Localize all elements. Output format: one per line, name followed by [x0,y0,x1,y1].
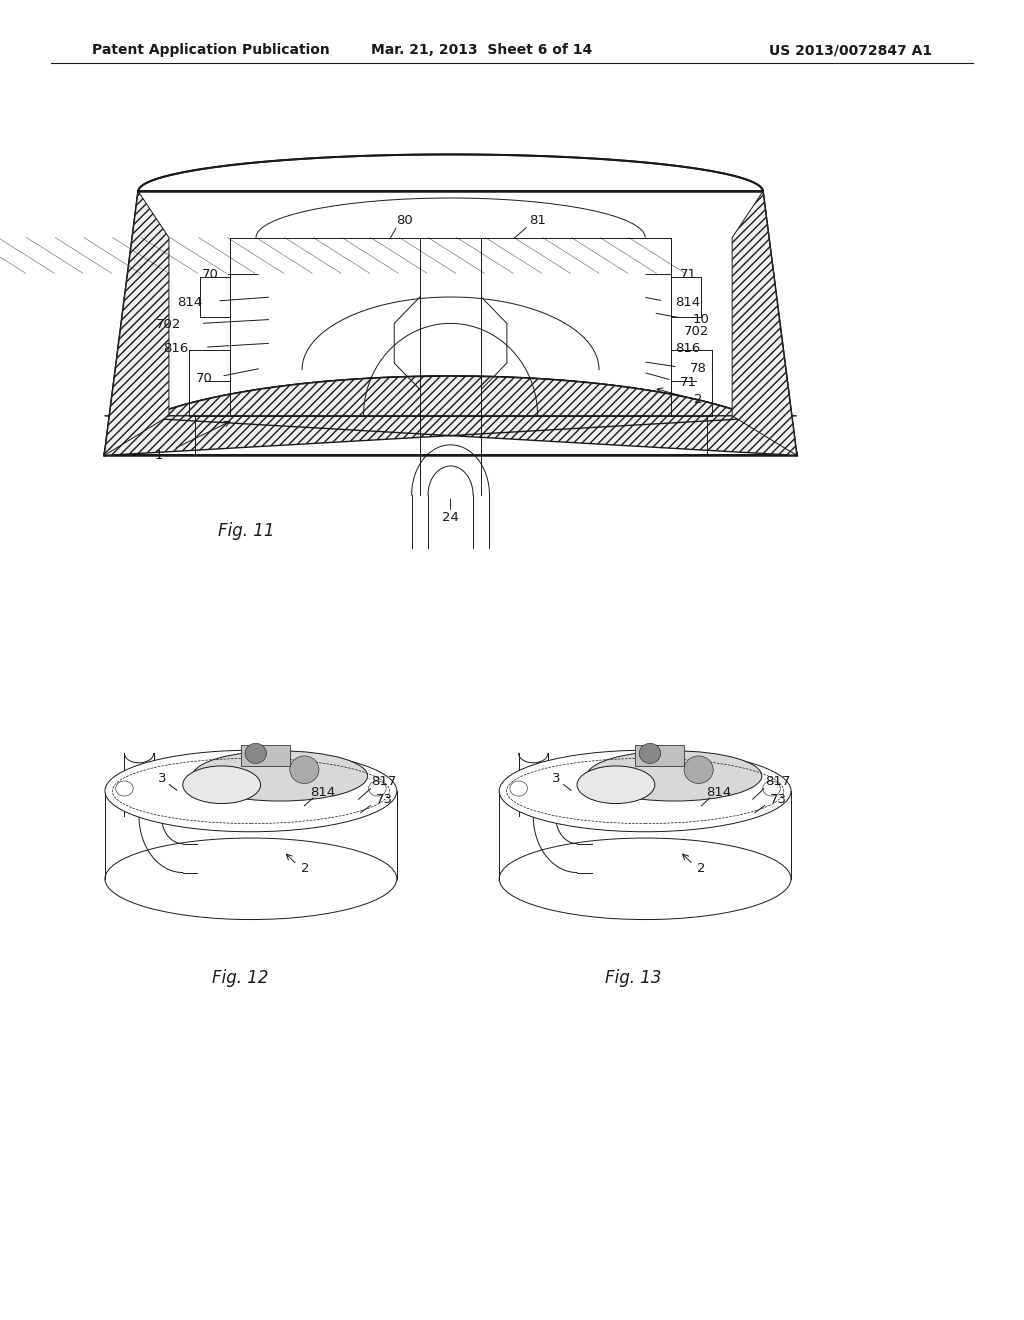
Ellipse shape [639,743,660,763]
Ellipse shape [105,750,396,832]
Text: 70: 70 [202,268,218,281]
Ellipse shape [182,766,260,804]
Polygon shape [732,191,797,455]
Text: Mar. 21, 2013  Sheet 6 of 14: Mar. 21, 2013 Sheet 6 of 14 [371,44,592,57]
Ellipse shape [763,781,780,796]
Text: 71: 71 [680,268,696,281]
Text: 814: 814 [676,296,700,309]
Ellipse shape [500,838,791,920]
Text: 73: 73 [770,793,786,807]
Text: 71: 71 [680,376,696,389]
Text: 78: 78 [690,362,707,375]
Polygon shape [241,744,290,766]
Text: 817: 817 [766,775,791,788]
Text: 3: 3 [552,772,560,785]
Ellipse shape [290,756,318,784]
Text: Patent Application Publication: Patent Application Publication [92,44,330,57]
Ellipse shape [369,781,386,796]
Ellipse shape [245,743,266,763]
Text: Fig. 11: Fig. 11 [217,521,274,540]
Text: 2: 2 [697,862,706,875]
Ellipse shape [500,750,791,832]
Text: 24: 24 [442,511,459,524]
Text: 10: 10 [693,313,710,326]
Text: 2: 2 [694,393,702,407]
Text: Fig. 12: Fig. 12 [212,969,269,987]
Polygon shape [104,191,169,455]
Text: 814: 814 [177,296,202,309]
Text: 814: 814 [310,785,335,799]
Ellipse shape [510,781,527,796]
Polygon shape [104,376,797,455]
Text: 702: 702 [157,318,181,331]
Text: Fig. 13: Fig. 13 [604,969,662,987]
Text: 2: 2 [301,862,309,875]
Text: 702: 702 [684,325,709,338]
Text: 3: 3 [158,772,166,785]
Ellipse shape [105,838,396,920]
Text: 816: 816 [164,342,188,355]
Polygon shape [104,154,797,455]
Polygon shape [635,744,684,766]
Text: 73: 73 [376,793,392,807]
Text: 814: 814 [707,785,731,799]
Text: 1: 1 [155,449,163,462]
Text: 81: 81 [529,214,546,227]
Text: US 2013/0072847 A1: US 2013/0072847 A1 [769,44,932,57]
Ellipse shape [193,751,368,801]
Text: 816: 816 [676,342,700,355]
Ellipse shape [116,781,133,796]
Ellipse shape [684,756,713,784]
Text: 817: 817 [372,775,396,788]
Text: 80: 80 [396,214,413,227]
Ellipse shape [577,766,655,804]
Text: 70: 70 [197,372,213,385]
Ellipse shape [587,751,762,801]
